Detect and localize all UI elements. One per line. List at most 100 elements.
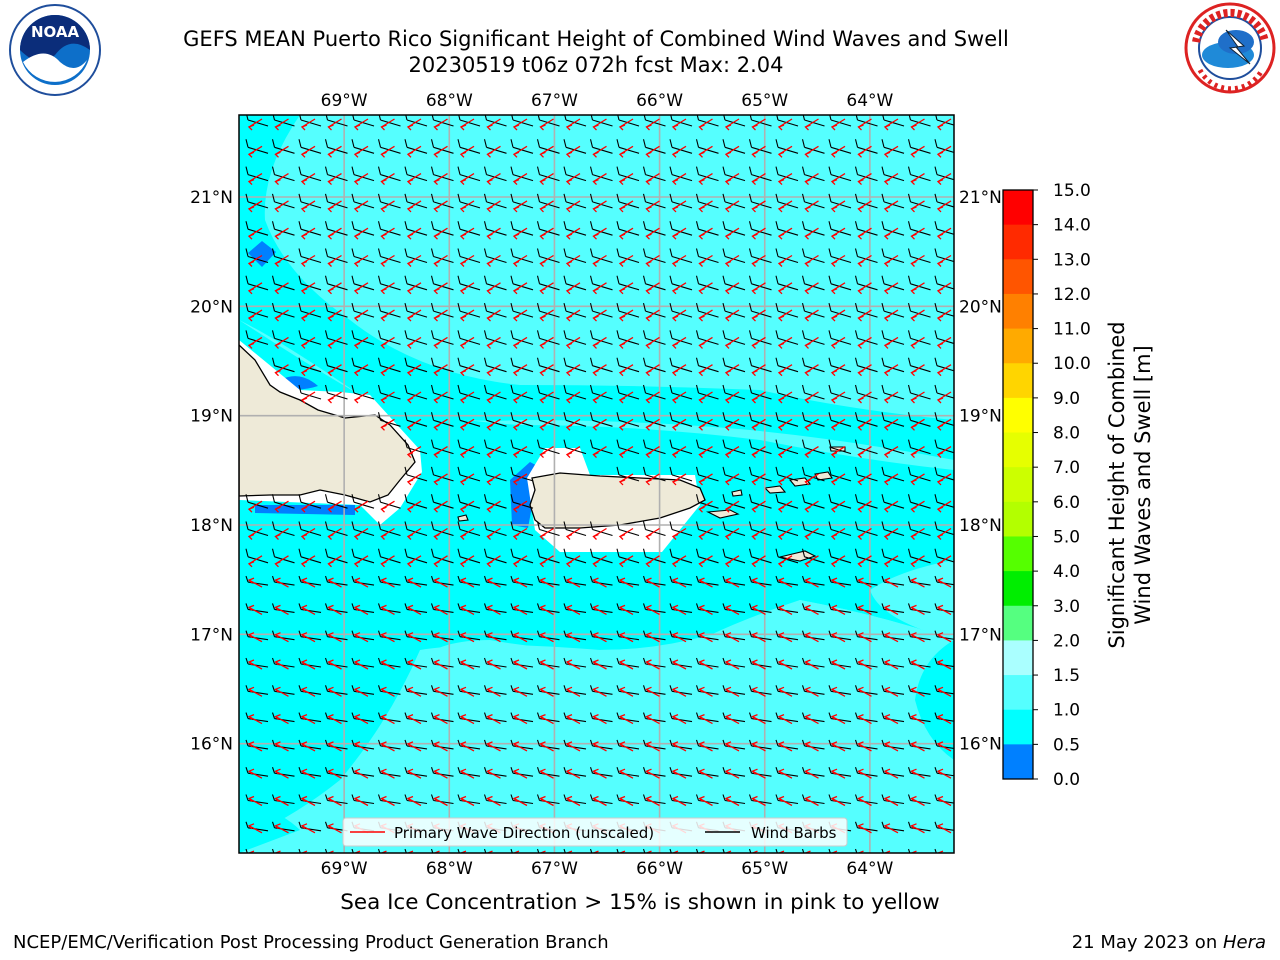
- wave-arrowhead: [327, 604, 334, 611]
- wave-arrowhead: [247, 206, 255, 213]
- wind-barb-flag: [377, 330, 382, 339]
- wind-barb-flag: [775, 221, 779, 230]
- wave-arrowhead: [565, 178, 573, 186]
- wave-arrowhead: [433, 768, 440, 775]
- wave-arrow: [434, 606, 448, 615]
- wind-barb-flag: [377, 494, 382, 503]
- wave-arrowhead: [777, 288, 785, 295]
- wave-arrow: [354, 797, 369, 807]
- wind-barb-flag: [748, 848, 752, 853]
- wave-arrowhead: [645, 124, 652, 131]
- wind-barb: [671, 474, 693, 482]
- wind-barb: [300, 501, 322, 509]
- wind-barb-flag: [775, 657, 779, 665]
- wind-barb: [618, 337, 640, 345]
- wave-arrowhead: [353, 741, 361, 748]
- wave-arrowhead: [857, 823, 864, 830]
- wind-barb: [539, 174, 560, 182]
- wind-barb: [883, 501, 905, 509]
- wave-arrowhead: [539, 850, 546, 853]
- wind-barb-flag: [695, 275, 700, 284]
- wave-arrow: [381, 743, 395, 752]
- wave-arrow: [487, 716, 501, 725]
- wave-arrowhead: [777, 479, 785, 486]
- wave-arrowhead: [724, 288, 732, 295]
- wind-barb-flag: [828, 848, 831, 853]
- wind-barb-flag: [430, 221, 435, 230]
- wind-barb: [512, 228, 534, 236]
- wind-barb-flag: [324, 848, 328, 853]
- wind-barb-flag: [564, 115, 567, 121]
- wind-barb: [274, 365, 295, 373]
- wave-arrowhead: [300, 260, 308, 267]
- colorbar-tick-label: 1.0: [1053, 701, 1080, 721]
- wind-barb-flag: [907, 739, 912, 747]
- wind-barb: [618, 392, 640, 400]
- wave-arrow: [407, 797, 422, 807]
- wave-arrowhead: [618, 561, 626, 568]
- wind-barb-flag: [563, 302, 567, 312]
- wave-arrowhead: [380, 315, 387, 322]
- wind-barb-flag: [934, 166, 938, 175]
- wave-arrow: [275, 825, 289, 834]
- wind-barb: [910, 119, 931, 127]
- wave-arrowhead: [618, 315, 626, 322]
- wind-barb-flag: [457, 221, 461, 230]
- wave-arrowhead: [459, 561, 467, 568]
- wave-arrow: [275, 797, 289, 807]
- wind-barb-flag: [642, 603, 647, 610]
- wind-barb-flag: [722, 575, 726, 583]
- wave-arrow: [248, 634, 263, 643]
- wave-arrowhead: [724, 206, 732, 213]
- wave-arrowhead: [751, 561, 758, 568]
- wave-arrowhead: [274, 713, 281, 721]
- wind-barb: [724, 365, 746, 373]
- wave-arrowhead: [433, 397, 440, 404]
- wind-barb-flag: [854, 466, 859, 476]
- wind-barb-flag: [854, 521, 859, 530]
- wave-arrowhead: [247, 768, 255, 775]
- wave-arrowhead: [618, 686, 626, 693]
- wind-barb-flag: [801, 767, 806, 774]
- wave-arrowhead: [459, 370, 467, 377]
- wind-barb-flag: [775, 439, 779, 448]
- wind-barb: [486, 337, 507, 345]
- wind-barb-flag: [801, 330, 806, 339]
- wind-barb-flag: [271, 794, 276, 801]
- wind-barb: [804, 501, 825, 509]
- wave-arrowhead: [353, 768, 361, 775]
- wave-arrow: [884, 825, 899, 834]
- wave-arrowhead: [751, 768, 758, 775]
- wave-arrowhead: [857, 206, 864, 213]
- wave-arrow: [513, 716, 528, 725]
- wave-arrowhead: [459, 124, 467, 131]
- wave-arrowhead: [486, 741, 493, 748]
- wind-barb: [830, 528, 852, 537]
- wave-arrowhead: [353, 713, 361, 721]
- wind-barb-flag: [404, 712, 408, 719]
- wind-barb: [486, 419, 507, 427]
- wave-arrowhead: [671, 713, 679, 721]
- wind-barb: [565, 365, 587, 373]
- wave-arrowhead: [936, 604, 944, 611]
- wind-barb-flag: [352, 115, 355, 121]
- wave-arrowhead: [327, 577, 334, 584]
- wave-arrowhead: [910, 206, 917, 213]
- wind-barb: [301, 855, 321, 858]
- wind-barb: [380, 501, 401, 509]
- wave-arrowhead: [830, 632, 838, 639]
- wind-barb-flag: [642, 630, 647, 637]
- wind-barb-flag: [351, 357, 355, 366]
- wind-barb: [512, 119, 534, 127]
- wind-barb-flag: [828, 466, 832, 476]
- wind-barb-flag: [536, 330, 541, 339]
- wind-barb-flag: [457, 848, 460, 853]
- wave-arrowhead: [300, 315, 308, 322]
- wave-arrowhead: [936, 178, 944, 186]
- wind-barb-flag: [854, 657, 859, 665]
- wave-arrowhead: [671, 577, 679, 584]
- wind-barb-flag: [404, 193, 408, 203]
- wind-barb-flag: [271, 685, 276, 692]
- wave-arrowhead: [671, 124, 679, 131]
- wind-barb-flag: [643, 115, 647, 121]
